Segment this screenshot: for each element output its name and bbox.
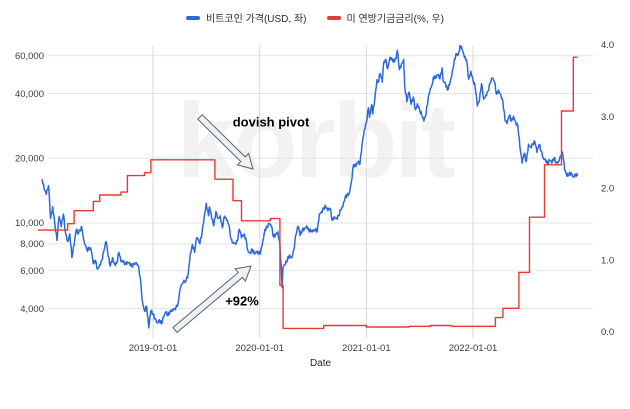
legend-item-btc[interactable]: 비트코인 가격(USD, 좌) bbox=[185, 10, 307, 25]
fedrate-legend-dash-icon bbox=[326, 15, 341, 20]
x-axis-title: Date bbox=[310, 358, 332, 369]
annotation-arrow-icon bbox=[197, 113, 254, 170]
right-axis-tick-label: 2.0 bbox=[601, 184, 614, 195]
fed-rate-line bbox=[37, 56, 578, 330]
btc-price-line bbox=[41, 44, 579, 329]
left-axis-tick-label: 8,000 bbox=[20, 239, 44, 250]
x-axis-tick-label: 2021-01-01 bbox=[342, 343, 391, 354]
btc-legend-dash-icon bbox=[185, 15, 200, 20]
right-axis-tick-label: 4.0 bbox=[601, 40, 614, 51]
right-axis-tick-label: 1.0 bbox=[601, 255, 614, 266]
x-axis-tick-label: 2019-01-01 bbox=[129, 343, 178, 354]
right-axis-tick-label: 3.0 bbox=[601, 112, 614, 123]
x-axis-tick-label: 2020-01-01 bbox=[235, 343, 284, 354]
left-axis-tick-label: 20,000 bbox=[15, 153, 44, 164]
annotation-arrow-icon bbox=[172, 265, 252, 334]
annotation-plus-92-percent: +92% bbox=[225, 293, 259, 309]
legend-item-fedrate[interactable]: 미 연방기금금리(%, 우) bbox=[326, 10, 445, 25]
chart-legend: 비트코인 가격(USD, 좌) 미 연방기금금리(%, 우) bbox=[0, 10, 630, 25]
annotation-dovish-pivot: dovish pivot bbox=[232, 114, 310, 130]
left-axis-tick-label: 4,000 bbox=[20, 304, 44, 315]
x-axis-tick-label: 2022-01-01 bbox=[449, 343, 498, 354]
left-axis-tick-label: 40,000 bbox=[15, 89, 44, 100]
left-axis-tick-label: 10,000 bbox=[15, 218, 44, 229]
left-axis-tick-label: 6,000 bbox=[20, 266, 44, 277]
btc-legend-label: 비트코인 가격(USD, 좌) bbox=[205, 14, 307, 25]
left-axis-tick-label: 60,000 bbox=[15, 51, 44, 62]
fedrate-legend-label: 미 연방기금금리(%, 우) bbox=[346, 14, 445, 25]
right-axis-tick-label: 0.0 bbox=[601, 327, 614, 338]
